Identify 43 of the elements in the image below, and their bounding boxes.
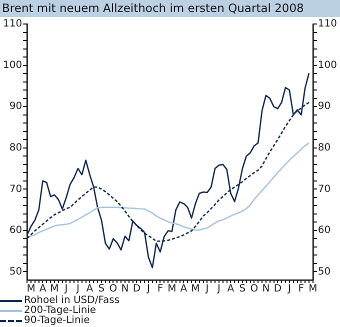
x-tick-label: D xyxy=(274,284,282,295)
y-tick-label: 60 xyxy=(9,225,22,236)
legend-label: Rohoel in USD/Fass xyxy=(24,295,120,306)
y-tick-label: 110 xyxy=(2,18,22,30)
x-tick-label: N xyxy=(262,284,270,295)
x-tick-label: J xyxy=(286,284,291,295)
y-tick-label: 80 xyxy=(9,142,22,154)
x-tick-label: J xyxy=(146,284,150,295)
y2-tick-label: 70 xyxy=(318,184,331,195)
y2-tick-label: 110 xyxy=(318,18,338,30)
x-tick-label: S xyxy=(239,284,246,295)
y2-tick-label: 90 xyxy=(318,101,331,112)
x-tick-label: A xyxy=(39,284,46,295)
x-tick-label: M xyxy=(26,284,36,295)
legend-label: 200-Tage-Linie xyxy=(24,305,96,316)
x-tick-label: M xyxy=(191,284,200,295)
x-tick-label: M xyxy=(50,284,59,295)
chart-title: Brent mit neuem Allzeithoch im ersten Quartal 2008 xyxy=(0,0,340,17)
y2-tick-label: 50 xyxy=(318,266,331,278)
x-tick-label: J xyxy=(64,284,68,295)
x-tick-label: S xyxy=(98,284,105,295)
x-tick-label: O xyxy=(109,284,118,295)
y-tick-label: 70 xyxy=(9,184,22,195)
y-tick-label: 90 xyxy=(9,101,22,112)
x-tick-label: J xyxy=(216,284,220,295)
y2-tick-label: 100 xyxy=(318,60,338,71)
x-tick-label: N xyxy=(121,284,129,295)
x-tick-label: F xyxy=(157,284,164,295)
x-tick-label: M xyxy=(168,284,176,295)
x-tick-label: A xyxy=(227,284,234,295)
x-tick-label: J xyxy=(76,284,80,295)
y2-tick-label: 60 xyxy=(318,225,331,236)
x-tick-label: M xyxy=(308,284,318,295)
y2-tick-label: 80 xyxy=(318,142,331,154)
y-tick-label: 100 xyxy=(2,60,22,71)
x-tick-label: A xyxy=(180,284,188,295)
legend-label: 90-Tage-Linie xyxy=(24,315,90,326)
x-tick-label: O xyxy=(250,284,258,295)
x-tick-label: D xyxy=(132,284,141,295)
x-tick-label: F xyxy=(298,284,304,295)
x-tick-label: A xyxy=(86,284,94,295)
x-tick-label: J xyxy=(204,284,209,295)
y-tick-label: 50 xyxy=(9,266,22,278)
